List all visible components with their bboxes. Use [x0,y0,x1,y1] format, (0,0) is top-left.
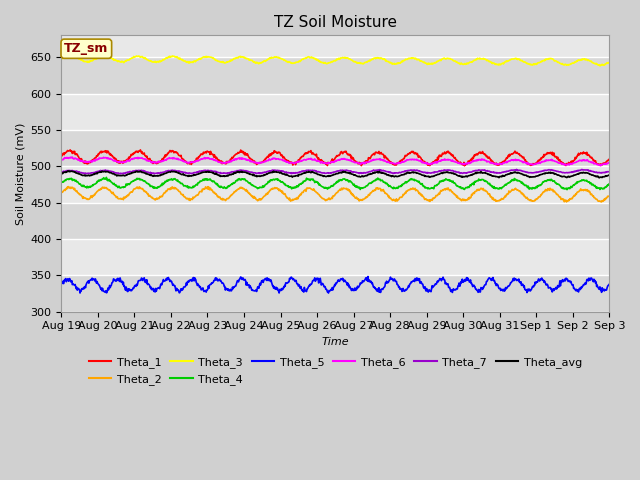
Bar [61,239,609,276]
X-axis label: Time: Time [321,337,349,347]
Bar [61,166,609,203]
Bar [61,130,609,166]
Bar [61,203,609,239]
Title: TZ Soil Moisture: TZ Soil Moisture [274,15,397,30]
Text: TZ_sm: TZ_sm [64,42,109,55]
Legend: Theta_1, Theta_2, Theta_3, Theta_4, Theta_5, Theta_6, Theta_7, Theta_avg: Theta_1, Theta_2, Theta_3, Theta_4, Thet… [84,353,586,389]
Bar [61,94,609,130]
Bar [61,276,609,312]
Bar [61,57,609,94]
Bar [61,36,609,57]
Y-axis label: Soil Moisture (mV): Soil Moisture (mV) [15,122,25,225]
